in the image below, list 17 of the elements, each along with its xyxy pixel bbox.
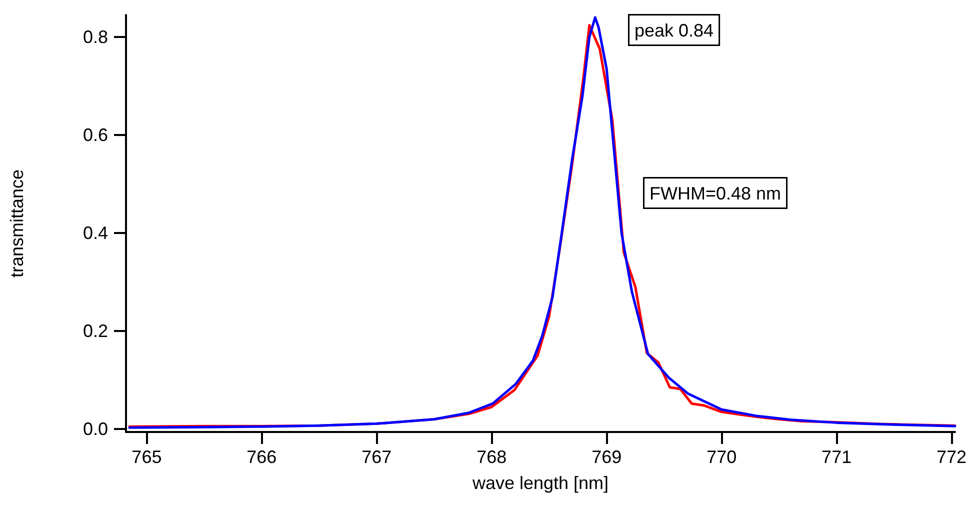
y-tick-label: 0.4: [82, 223, 108, 244]
y-axis-title: transmittance: [7, 169, 27, 278]
x-tick-label: 766: [246, 447, 277, 467]
annotation: peak 0.84: [634, 20, 714, 40]
annotation: FWHM=0.48 nm: [650, 184, 782, 204]
x-tick-label: 771: [822, 447, 852, 467]
x-tick-label: 765: [132, 447, 162, 467]
y-tick-label: 0.2: [82, 321, 108, 342]
y-tick-label: 0.0: [82, 419, 108, 440]
y-tick-label: 0.8: [82, 27, 108, 48]
x-tick-label: 770: [706, 447, 737, 467]
x-tick-label: 767: [362, 447, 392, 467]
x-tick-label: 769: [592, 447, 622, 467]
x-axis-title: wave length [nm]: [471, 473, 609, 493]
y-tick-label: 0.6: [82, 125, 108, 146]
x-tick-label: 768: [476, 447, 507, 467]
x-tick-label: 772: [936, 447, 967, 467]
